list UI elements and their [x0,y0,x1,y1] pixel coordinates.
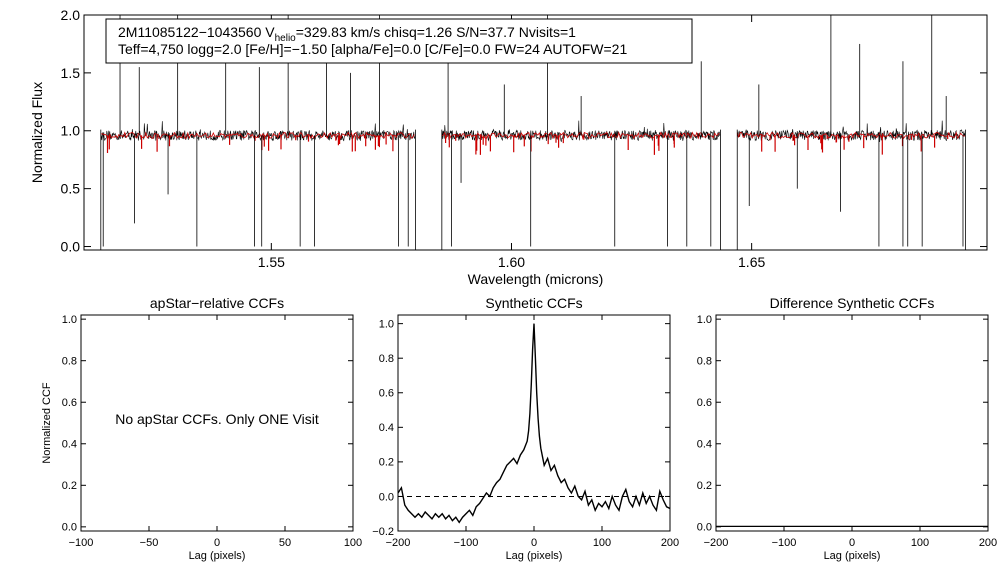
x-tick-label: 200 [661,537,679,549]
model-absorption-features [108,135,948,155]
y-tick-label: 0.6 [697,397,712,409]
plot-frame [716,315,988,531]
info-box: 2M11085122−1043560 Vhelio=329.83 km/s ch… [106,19,692,63]
y-axis-label: Normalized Flux [29,82,45,183]
info-line-2: Teff=4,750 logg=2.0 [Fe/H]=−1.50 [alpha/… [118,41,627,57]
difference-ccf-panel: −200 −100 0 100 200 0.0 0.2 0.4 0.6 0.8 1.0 Differe… [697,295,997,562]
y-tick-label: 0.4 [379,422,394,434]
y-tick-label: 0.4 [697,439,712,451]
y-tick-label: 0.6 [379,388,394,400]
y-tick-label: 0.0 [379,491,394,503]
x-tick-label: −200 [704,537,729,549]
x-tick-label: 200 [979,537,997,549]
y-tick-label: 0.0 [61,238,81,254]
x-tick-label: 1.55 [258,254,285,270]
x-tick-label: 100 [344,537,362,549]
synthetic-ccf-panel: −200 −100 0 100 200 −0.2 0.0 0.2 0.4 0.6 0.8 1.0 Syn… [372,295,679,562]
x-tick-label: 1.60 [498,254,525,270]
y-tick-label: 1.5 [61,65,81,81]
x-tick-label: 50 [279,537,291,549]
y-tick-label: 0.2 [379,457,394,469]
x-tick-label: −50 [140,537,159,549]
x-tick-label: 1.65 [738,254,765,270]
x-tick-label: 100 [911,537,929,549]
y-tick-label: 0.4 [62,439,77,451]
y-tick-label: 1.0 [61,123,81,139]
x-axis-label: Wavelength (microns) [468,271,604,287]
x-tick-label: 0 [531,537,537,549]
chart-title: Synthetic CCFs [485,295,582,311]
ccf-series-line [398,324,670,523]
y-tick-label: 0.8 [379,353,394,365]
chart-title: apStar−relative CCFs [150,295,284,311]
figure: 1.55 1.60 1.65 0.0 0.5 1.0 1.5 2.0 Wavelength (m… [0,0,1008,576]
info-line-1-suffix: =329.83 km/s chisq=1.26 S/N=37.7 Nvisits… [296,24,576,40]
apstar-ccf-panel: −100 −50 0 50 100 0.0 0.2 0.4 0.6 0.8 1.0 apStar−re… [41,295,362,562]
x-tick-label: 100 [593,537,611,549]
no-ccf-annotation: No apStar CCFs. Only ONE Visit [115,411,319,427]
y-tick-label: 0.0 [697,522,712,534]
y-tick-label: −0.2 [372,526,394,538]
y-tick-label: 0.8 [697,356,712,368]
x-tick-label: −100 [454,537,479,549]
y-tick-label: 1.0 [379,318,394,330]
y-tick-label: 0.2 [697,480,712,492]
x-axis-label: Lag (pixels) [824,550,881,562]
x-tick-label: −100 [69,537,94,549]
y-tick-label: 0.0 [62,522,77,534]
x-tick-label: −100 [772,537,797,549]
y-tick-label: 0.2 [62,480,77,492]
y-tick-label: 2.0 [61,7,81,23]
x-axis-label: Lag (pixels) [506,550,563,562]
y-tick-label: 1.0 [697,314,712,326]
y-tick-label: 0.8 [62,356,77,368]
plot-frame [398,315,670,531]
info-line-1-prefix: 2M11085122−1043560 V [118,24,275,40]
y-tick-label: 0.6 [62,397,77,409]
x-tick-label: 0 [214,537,220,549]
chart-title: Difference Synthetic CCFs [770,295,935,311]
x-tick-label: 0 [849,537,855,549]
y-tick-label: 1.0 [62,314,77,326]
y-axis-label: Normalized CCF [41,382,53,464]
x-axis-label: Lag (pixels) [189,550,246,562]
y-tick-label: 0.5 [61,181,81,197]
x-tick-label: −200 [386,537,411,549]
